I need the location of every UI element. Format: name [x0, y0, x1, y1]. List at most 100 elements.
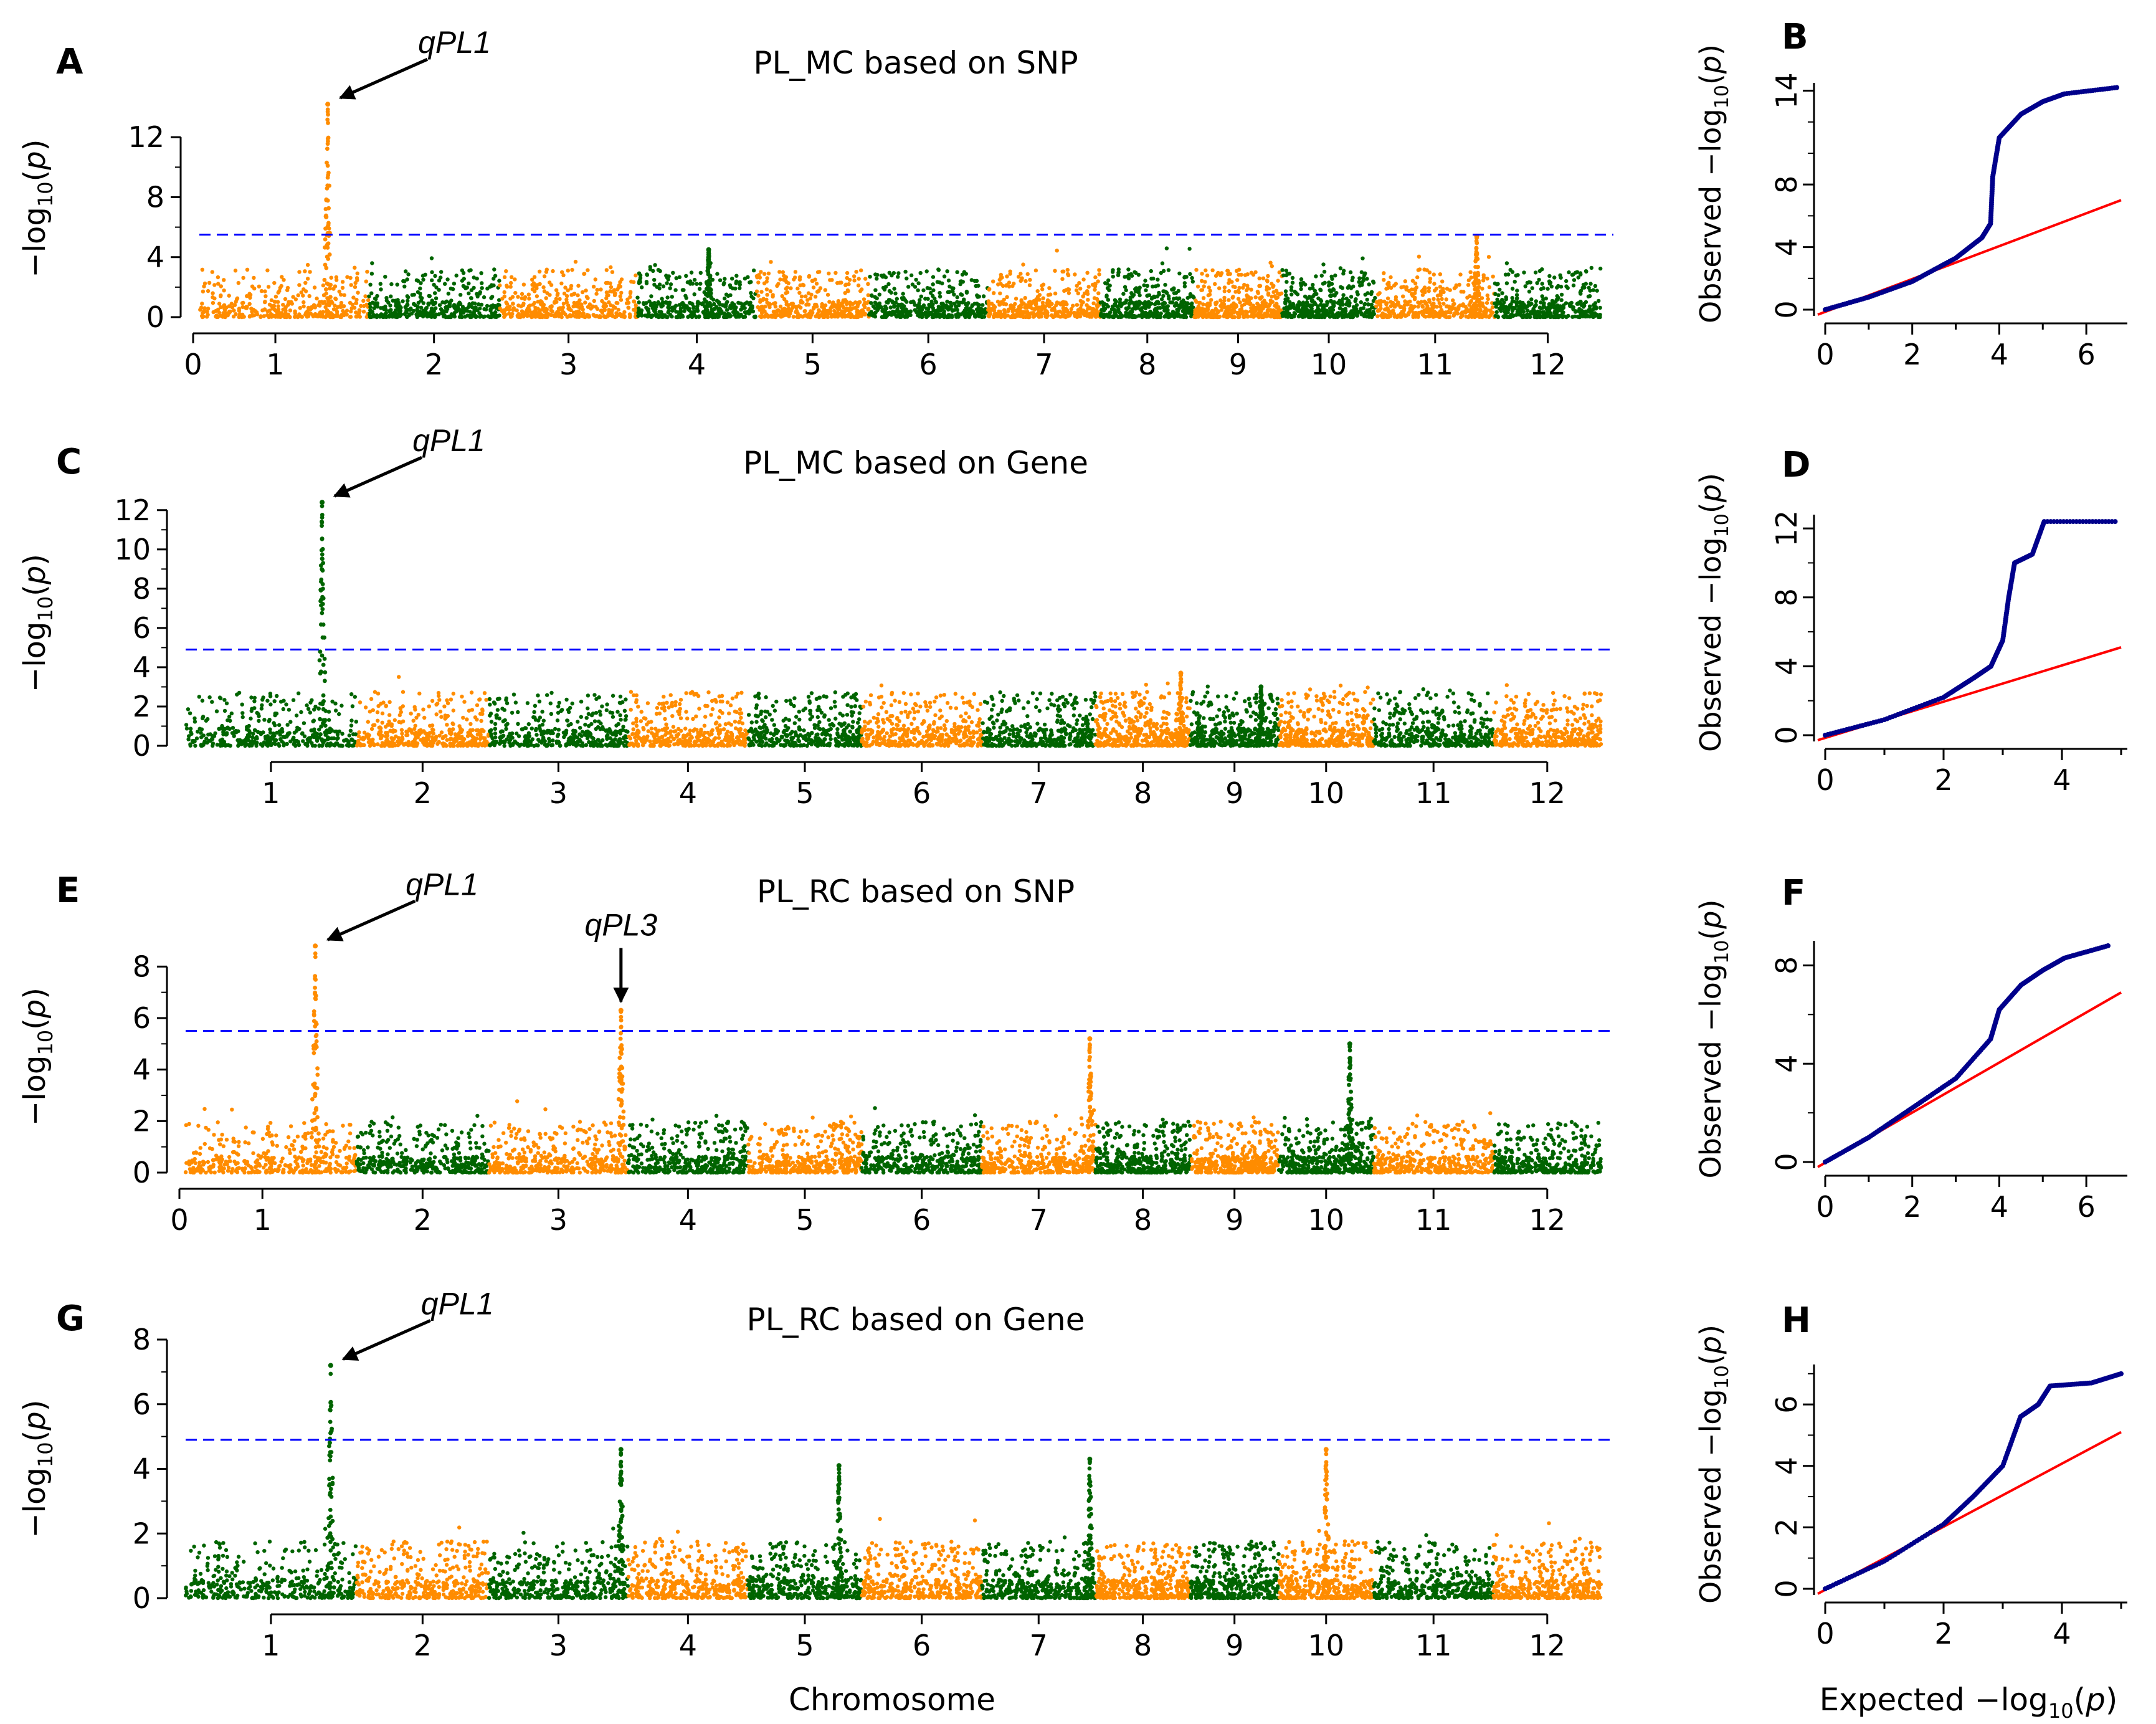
snp-point: [1018, 304, 1022, 308]
snp-point: [738, 280, 742, 284]
snp-point: [1454, 308, 1458, 313]
snp-point: [308, 710, 313, 715]
snp-point: [1564, 279, 1569, 283]
snp-point: [308, 307, 313, 312]
snp-point: [1092, 296, 1097, 300]
snp-point: [1438, 272, 1443, 277]
snp-point: [468, 313, 472, 318]
snp-point: [862, 297, 867, 302]
snp-point: [287, 300, 291, 304]
snp-point: [1134, 314, 1139, 319]
snp-point: [1007, 284, 1012, 289]
snp-point: [301, 739, 305, 743]
snp-point: [716, 301, 721, 305]
snp-point: [875, 277, 879, 281]
snp-point: [1218, 298, 1223, 303]
snp-point: [1166, 268, 1171, 272]
snp-point: [1040, 300, 1045, 305]
snp-point: [1547, 274, 1552, 279]
snp-point: [1113, 302, 1118, 307]
snp-point: [809, 292, 814, 297]
snp-point: [291, 295, 295, 299]
snp-point: [1399, 285, 1403, 290]
snp-point: [1249, 287, 1253, 292]
snp-point: [1432, 297, 1436, 301]
snp-point: [219, 284, 223, 288]
snp-point: [216, 307, 221, 312]
snp-point: [425, 313, 430, 317]
snp-point: [803, 313, 807, 318]
snp-point: [737, 315, 742, 319]
snp-point: [222, 278, 226, 282]
snp-point: [1490, 305, 1495, 310]
snp-point: [1494, 310, 1499, 315]
snp-point: [1346, 285, 1350, 290]
snp-point: [569, 293, 574, 297]
snp-point: [1341, 293, 1346, 297]
snp-point: [614, 314, 618, 319]
snp-point: [1223, 310, 1227, 315]
snp-point: [414, 278, 419, 282]
x-tick-label: 2: [425, 348, 443, 381]
snp-point: [906, 285, 911, 289]
snp-point: [1129, 291, 1134, 295]
snp-point: [1357, 280, 1361, 284]
snp-point: [325, 186, 330, 191]
snp-point: [1390, 303, 1395, 307]
snp-point: [307, 293, 311, 298]
snp-point: [299, 290, 303, 295]
snp-point: [200, 302, 204, 306]
snp-point: [1538, 313, 1542, 318]
snp-point: [1063, 314, 1067, 319]
snp-point: [1522, 270, 1526, 275]
snp-point: [873, 272, 878, 277]
snp-point: [697, 287, 702, 291]
snp-point: [1177, 271, 1182, 276]
snp-point: [931, 275, 936, 279]
snp-point: [839, 280, 843, 285]
snp-point: [754, 289, 759, 293]
snp-point: [863, 305, 867, 310]
snp-point: [666, 305, 670, 310]
snp-point: [498, 306, 502, 311]
panel-letter: C: [56, 442, 82, 482]
snp-point: [302, 287, 306, 292]
x-tick-label: 4: [688, 348, 706, 381]
snp-point: [650, 314, 655, 318]
snp-point: [1382, 271, 1386, 275]
snp-point: [329, 299, 334, 304]
snp-point: [1232, 310, 1237, 314]
snp-point: [916, 281, 921, 285]
snp-point: [1247, 301, 1251, 305]
chromosome-3-points: [498, 259, 639, 320]
snp-point: [784, 287, 789, 291]
snp-point: [756, 293, 761, 298]
snp-point: [1002, 310, 1007, 315]
snp-point: [1133, 303, 1137, 308]
snp-point: [795, 311, 800, 315]
snp-point: [379, 287, 383, 292]
snp-point: [478, 313, 483, 318]
snp-point: [1510, 296, 1514, 300]
snp-point: [822, 304, 827, 308]
snp-point: [1222, 295, 1227, 300]
snp-point: [1432, 282, 1437, 286]
snp-point: [1162, 301, 1167, 305]
snp-point: [628, 295, 632, 299]
snp-point: [1290, 275, 1295, 280]
snp-point: [692, 277, 697, 282]
snp-point: [1232, 301, 1236, 305]
snp-point: [1025, 311, 1029, 315]
snp-point: [1093, 287, 1097, 292]
snp-point: [1321, 262, 1326, 267]
snp-point: [202, 281, 207, 286]
snp-point: [1151, 284, 1155, 288]
snp-point: [1547, 279, 1552, 283]
snp-point: [477, 292, 482, 296]
snp-point: [402, 284, 407, 288]
snp-point: [673, 288, 678, 292]
snp-point: [421, 313, 425, 317]
snp-point: [1598, 305, 1602, 310]
snp-point: [1145, 283, 1150, 288]
